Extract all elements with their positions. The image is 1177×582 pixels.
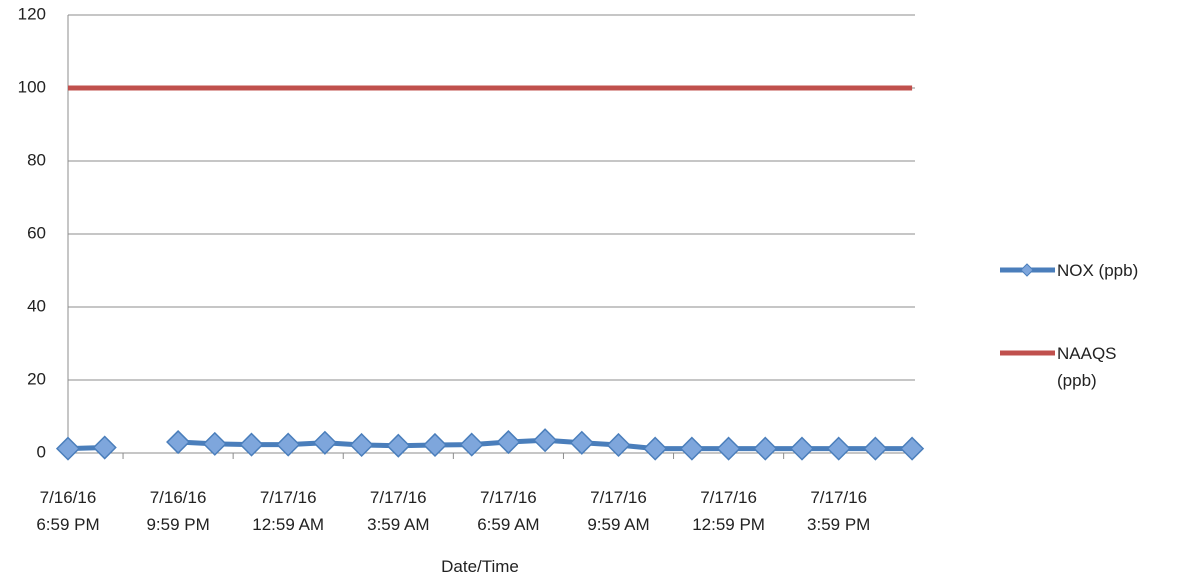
marker — [386, 433, 411, 458]
marker — [753, 436, 778, 461]
marker — [533, 428, 558, 453]
y-tick-label: 20 — [27, 369, 46, 388]
marker — [276, 432, 301, 457]
y-tick-label: 40 — [27, 296, 46, 315]
y-tick-label: 100 — [18, 77, 46, 96]
marker — [166, 429, 191, 455]
marker — [312, 430, 337, 455]
marker — [863, 436, 888, 461]
marker — [239, 432, 264, 457]
y-tick-label: 120 — [18, 4, 46, 23]
marker — [679, 436, 704, 461]
legend-label: NAAQS (ppb) — [1057, 344, 1117, 390]
marker — [569, 430, 594, 455]
x-tick-label: 7/17/16 3:59 PM — [807, 488, 871, 534]
marker — [643, 436, 668, 461]
x-tick-label: 7/17/16 3:59 AM — [367, 488, 430, 534]
marker — [716, 436, 741, 461]
y-tick-label: 80 — [27, 150, 46, 169]
marker — [422, 432, 448, 458]
marker — [349, 432, 374, 458]
marker — [606, 432, 631, 458]
y-tick-label: 0 — [37, 442, 46, 461]
x-tick-label: 7/17/16 6:59 AM — [477, 488, 540, 534]
x-tick-label: 7/17/16 12:59 PM — [692, 488, 765, 534]
x-tick-label: 7/16/16 9:59 PM — [146, 488, 210, 534]
marker — [496, 429, 521, 455]
marker — [826, 436, 851, 461]
marker — [789, 436, 815, 461]
x-tick-label: 7/17/16 9:59 AM — [587, 488, 650, 534]
x-axis-title: Date/Time — [441, 557, 519, 576]
marker — [202, 431, 227, 456]
marker — [92, 435, 117, 460]
legend-marker — [1020, 263, 1034, 277]
marker — [900, 436, 925, 461]
x-tick-label: 7/17/16 12:59 AM — [252, 488, 325, 534]
legend-label: NOX (ppb) — [1057, 261, 1139, 280]
marker — [55, 436, 81, 461]
x-tick-label: 7/16/16 6:59 PM — [36, 488, 100, 534]
y-tick-label: 60 — [27, 223, 46, 242]
marker — [459, 432, 484, 457]
